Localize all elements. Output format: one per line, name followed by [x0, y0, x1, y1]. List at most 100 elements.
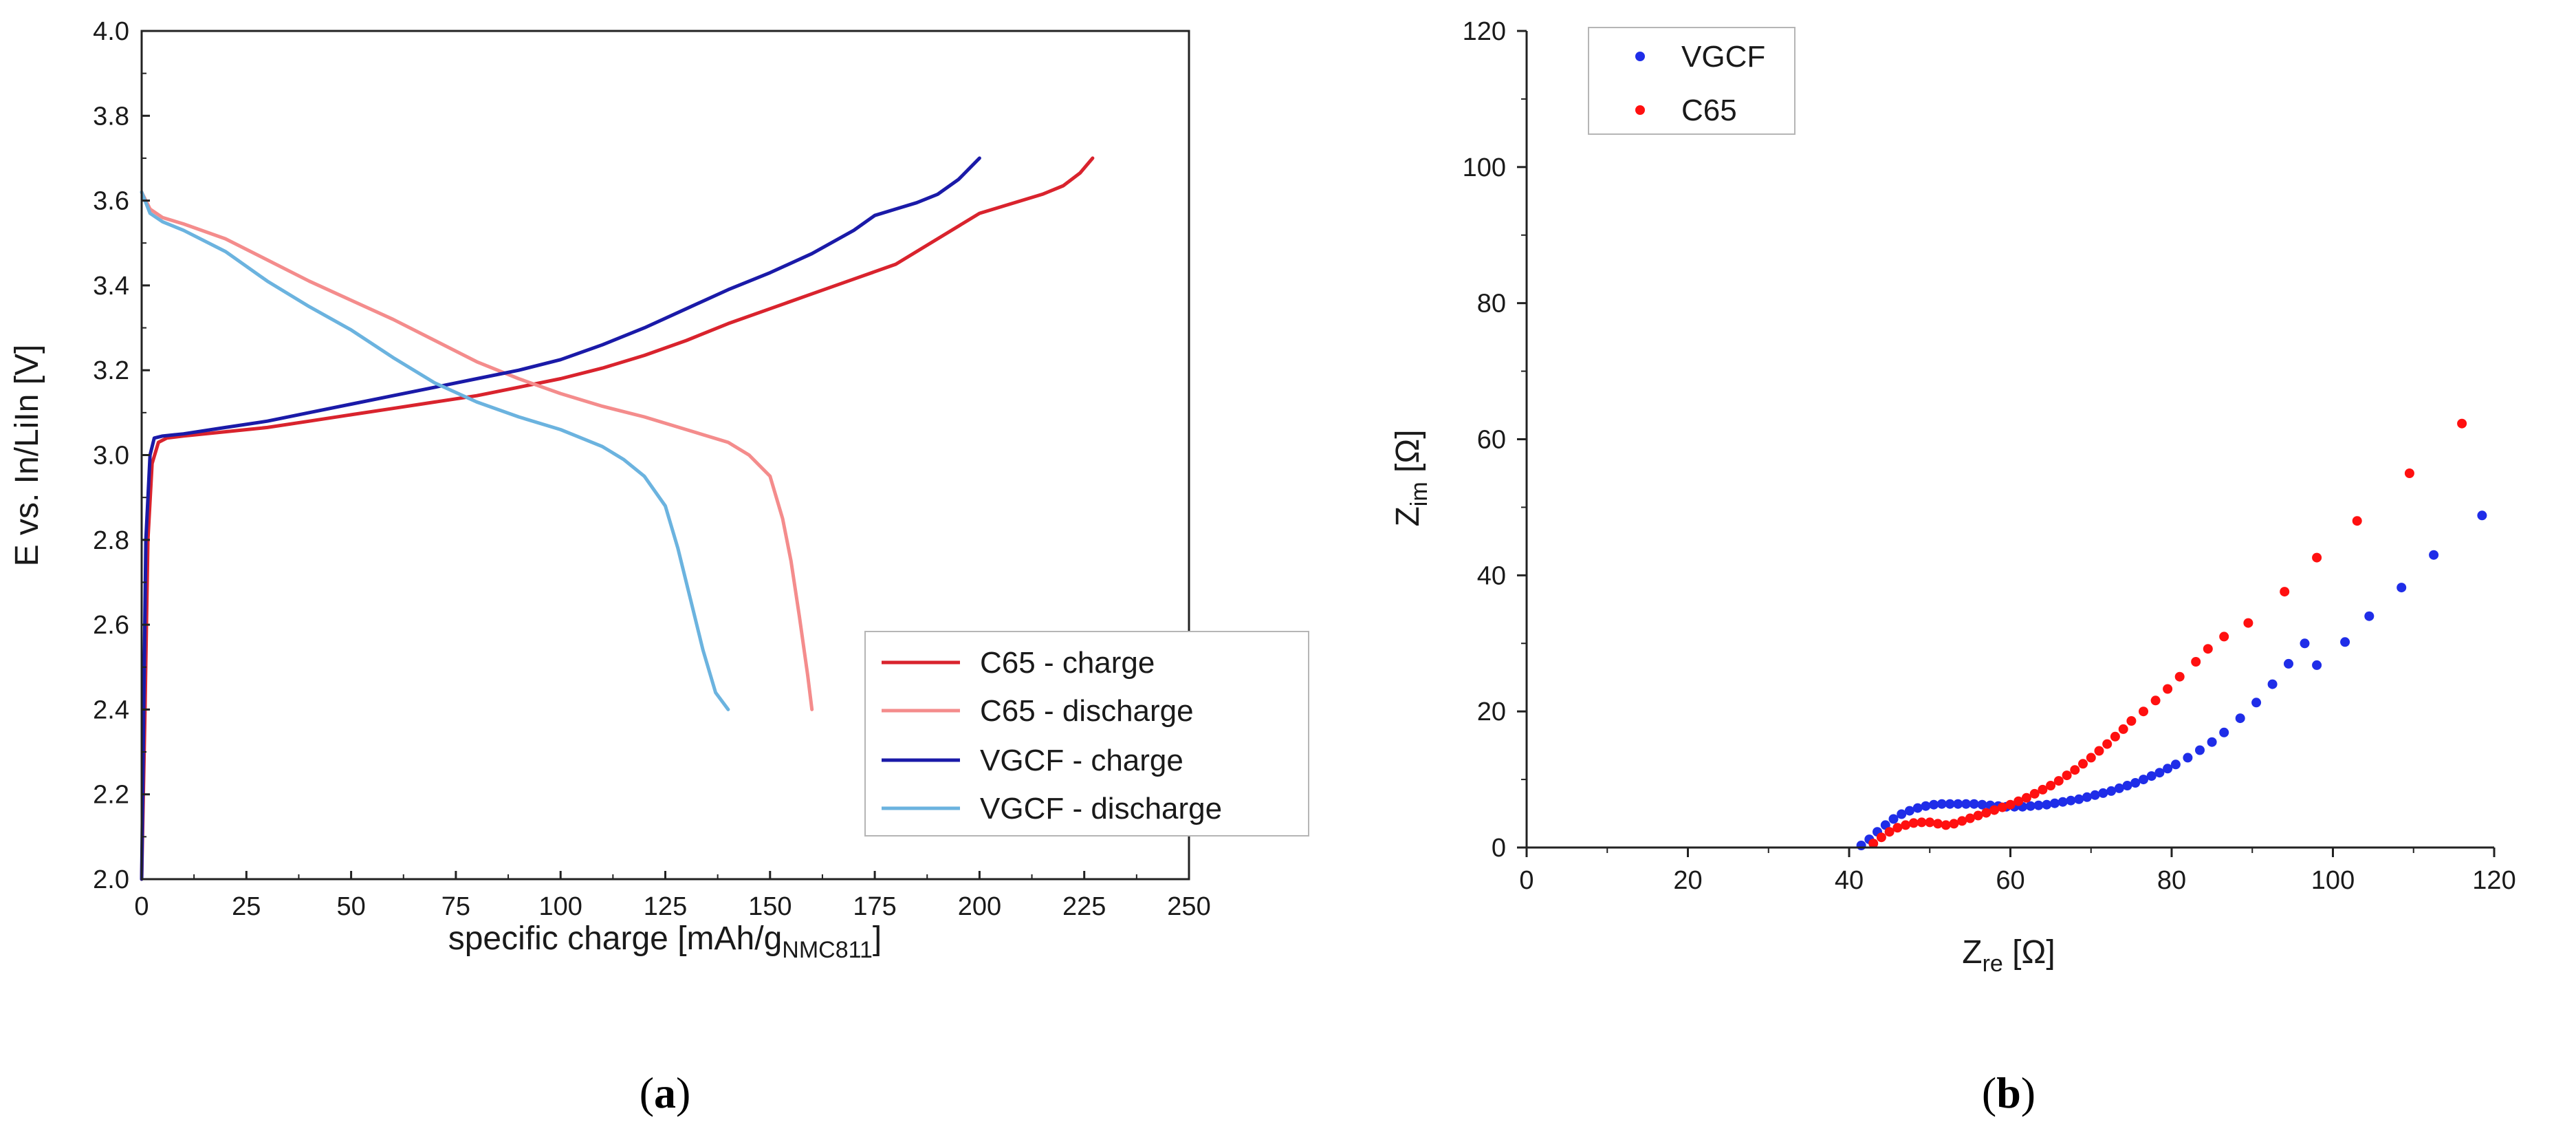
scatter-point-vgcf — [2429, 550, 2439, 560]
panel-a-y-tick-label: 2.2 — [93, 781, 129, 810]
legend-label-c65-discharge: C65 - discharge — [980, 694, 1194, 728]
panel-a-x-tick-label: 50 — [336, 892, 365, 921]
panel-a-x-tick-label: 200 — [958, 892, 1001, 921]
panel-b-y-ticks: 0 20 40 60 80 100 120 — [1463, 17, 1527, 863]
scatter-point-vgcf — [1929, 799, 1939, 810]
panel-a-y-tick-label: 3.4 — [93, 272, 129, 301]
panel-b-x-tick-label: 40 — [1835, 866, 1864, 895]
panel-b-y-tick-label: 0 — [1492, 834, 1506, 863]
scatter-point-vgcf — [2050, 798, 2060, 808]
panel-b-x-axis-title: Zre [Ω] — [1962, 934, 2055, 977]
scatter-point-c65 — [2021, 792, 2031, 803]
panel-a-x-tick-label: 125 — [644, 892, 687, 921]
scatter-point-c65 — [1868, 839, 1879, 849]
scatter-point-c65 — [1925, 817, 1935, 828]
scatter-point-c65 — [2110, 731, 2120, 742]
panel-b-label: (b) — [1982, 1068, 2035, 1117]
scatter-point-vgcf — [2267, 679, 2278, 689]
scatter-point-c65 — [2029, 788, 2040, 799]
scatter-point-c65 — [2174, 671, 2185, 682]
scatter-point-vgcf — [1936, 799, 1947, 809]
scatter-point-vgcf — [1912, 803, 1923, 813]
scatter-point-c65 — [1876, 832, 1886, 843]
scatter-point-vgcf — [2219, 727, 2229, 737]
scatter-point-vgcf — [2106, 786, 2117, 796]
scatter-point-c65 — [1997, 802, 2007, 812]
panel-b-x-tick-label: 60 — [1996, 866, 2024, 895]
scatter-point-c65 — [2118, 724, 2128, 734]
scatter-point-c65 — [2005, 799, 2016, 810]
scatter-point-vgcf — [2235, 713, 2245, 724]
scatter-point-vgcf — [2364, 611, 2375, 621]
scatter-point-c65 — [2094, 746, 2104, 756]
scatter-point-c65 — [1989, 805, 2000, 815]
scatter-point-vgcf — [2170, 759, 2181, 770]
panel-b-legend: VGCF C65 — [1588, 27, 1795, 135]
panel-a-y-tick-label: 3.2 — [93, 356, 129, 385]
scatter-point-vgcf — [2312, 660, 2322, 670]
panel-a-x-axis-title: specific charge [mAh/gNMC811] — [448, 920, 882, 963]
panel-b-x-tick-label: 80 — [2157, 866, 2186, 895]
scatter-point-vgcf — [2139, 775, 2148, 785]
scatter-point-c65 — [2013, 796, 2024, 806]
legend-label-c65: C65 — [1681, 94, 1737, 127]
scatter-point-vgcf — [2477, 510, 2487, 521]
panel-a-y-tick-label: 4.0 — [93, 17, 129, 46]
scatter-point-vgcf — [1888, 814, 1899, 824]
scatter-point-vgcf — [2122, 781, 2132, 790]
scatter-point-vgcf — [1961, 799, 1971, 809]
panel-a-x-tick-label: 75 — [441, 892, 470, 921]
scatter-point-c65 — [1957, 816, 1967, 826]
panel-a-x-tick-label: 0 — [134, 892, 149, 921]
scatter-point-c65 — [2352, 516, 2362, 526]
panel-a-label: (a) — [640, 1068, 691, 1117]
scatter-point-c65 — [2126, 716, 2137, 726]
series-line-c65-discharge — [140, 190, 814, 711]
panel-b-x-ticks: 0 20 40 60 80 100 120 — [1519, 848, 2516, 895]
scatter-point-c65 — [2062, 770, 2072, 781]
panel-b-series-layer — [1856, 418, 2487, 850]
panel-a-y-axis-title: E vs. In/LiIn [V] — [9, 345, 45, 567]
panel-b-x-tick-label: 100 — [2311, 866, 2355, 895]
panel-a-x-tick-label: 25 — [232, 892, 261, 921]
panel-a-y-ticks: 2.0 2.2 2.4 2.6 2.8 3.0 3.2 3.4 3.6 3.8 4.0 — [93, 17, 150, 894]
panel-b-x-tick-label: 0 — [1519, 866, 1533, 895]
scatter-point-c65 — [2150, 695, 2161, 706]
scatter-point-vgcf — [2284, 658, 2293, 669]
legend-marker-c65 — [1635, 105, 1645, 115]
panel-b-y-tick-label: 40 — [1477, 561, 1506, 590]
legend-label-vgcf-charge: VGCF - charge — [980, 744, 1183, 777]
scatter-point-vgcf — [2207, 737, 2217, 747]
scatter-point-vgcf — [2082, 792, 2092, 802]
panel-a-y-tick-label: 2.0 — [93, 865, 129, 894]
scatter-point-vgcf — [2154, 768, 2165, 778]
scatter-point-vgcf — [2090, 790, 2100, 800]
scatter-point-vgcf — [2146, 771, 2157, 781]
scatter-point-c65 — [2086, 753, 2096, 763]
scatter-point-c65 — [2280, 587, 2290, 597]
panel-a-x-tick-label: 175 — [853, 892, 896, 921]
scatter-point-vgcf — [2300, 638, 2310, 649]
scatter-point-c65 — [2404, 468, 2414, 478]
series-line-c65-charge — [140, 156, 1095, 881]
scatter-point-c65 — [2046, 781, 2056, 790]
panel-a-x-tick-label: 100 — [538, 892, 582, 921]
panel-a-y-tick-label: 2.8 — [93, 526, 129, 555]
scatter-point-c65 — [2203, 644, 2213, 654]
scatter-point-vgcf — [1897, 809, 1907, 819]
scatter-point-vgcf — [1921, 801, 1931, 811]
scatter-point-c65 — [2243, 618, 2253, 628]
scatter-point-vgcf — [2130, 778, 2141, 788]
scatter-point-c65 — [2102, 739, 2113, 749]
scatter-point-vgcf — [2066, 795, 2076, 806]
scatter-point-vgcf — [2033, 800, 2044, 810]
scatter-point-c65 — [2219, 632, 2229, 642]
legend-label-c65-charge: C65 - charge — [980, 646, 1155, 680]
scatter-point-c65 — [1908, 818, 1919, 828]
panel-b-y-tick-label: 100 — [1463, 153, 1506, 182]
panel-b-legend-box — [1588, 27, 1795, 135]
scatter-point-c65 — [2078, 759, 2088, 769]
panel-b-axes — [1525, 31, 2494, 849]
